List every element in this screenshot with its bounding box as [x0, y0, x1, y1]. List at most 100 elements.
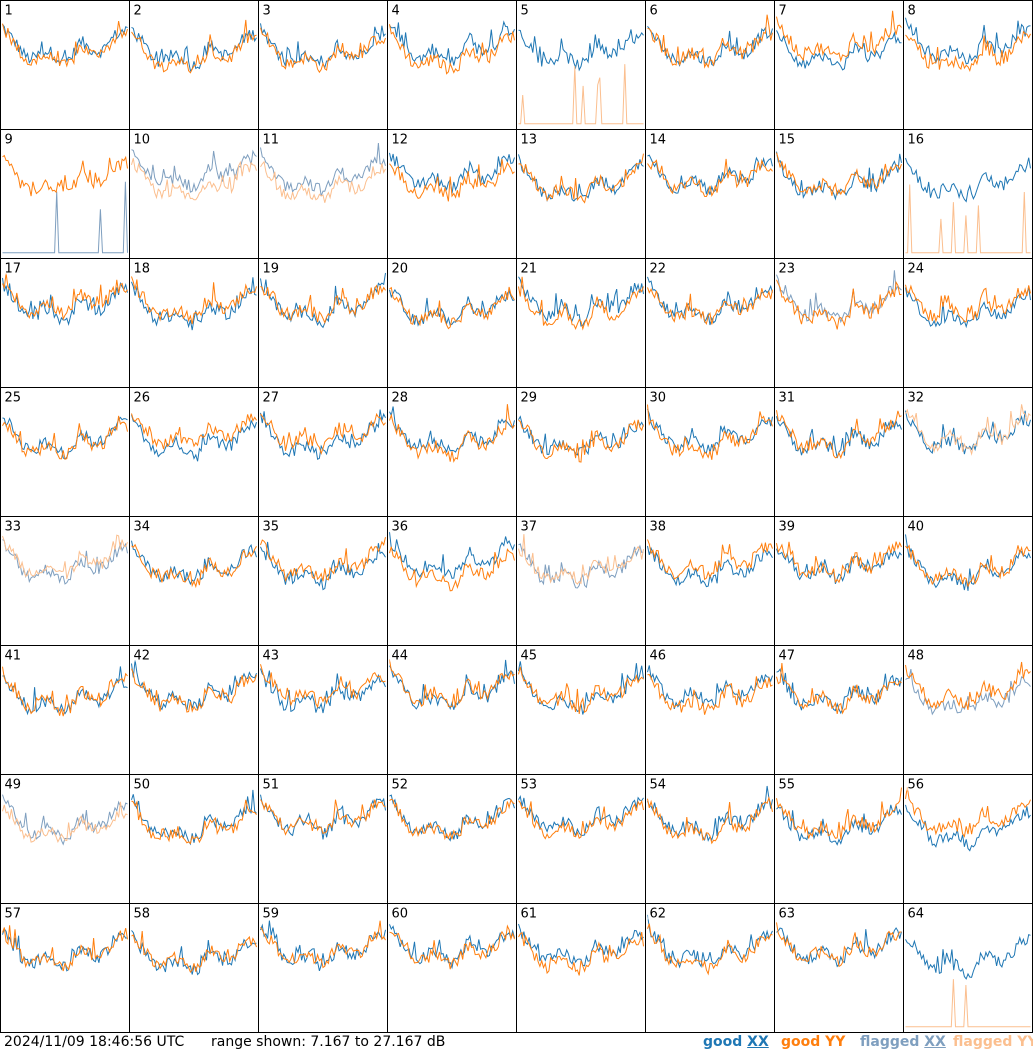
panel-29: 29 [516, 387, 646, 517]
panel-38: 38 [645, 516, 775, 646]
panel-label: 18 [134, 262, 151, 277]
panel-frame [903, 129, 1033, 259]
panel-label: 27 [263, 391, 280, 406]
panel-label-bg [905, 776, 925, 791]
panel-frame [258, 258, 388, 388]
panel-label-bg [131, 131, 151, 146]
panel-label: 40 [908, 520, 925, 535]
panel-label: 33 [5, 520, 22, 535]
panel-frame [903, 645, 1033, 775]
panel-62: 62 [645, 903, 775, 1033]
panel-frame [516, 387, 646, 517]
panel-label: 53 [521, 778, 538, 793]
series-good-yy [389, 404, 515, 463]
series-flagged-yy [131, 158, 257, 201]
series-good-yy [776, 922, 902, 968]
panel-label-bg [260, 647, 280, 662]
panel-frame [903, 0, 1033, 130]
series-good-xx [389, 531, 515, 579]
panel-4: 4 [387, 0, 517, 130]
series-good-yy [2, 925, 128, 972]
panel-label: 28 [392, 391, 409, 406]
panel-frame [129, 0, 259, 130]
panel-51: 51 [258, 774, 388, 904]
panel-label: 35 [263, 520, 280, 535]
series-good-yy [776, 279, 902, 330]
series-good-xx [905, 410, 1031, 455]
panel-frame [0, 258, 130, 388]
panel-label: 26 [134, 391, 151, 406]
series-good-xx [131, 414, 257, 462]
panel-frame [0, 387, 130, 517]
panel-label-bg [518, 131, 538, 146]
series-good-yy [776, 787, 902, 840]
panel-frame [516, 129, 646, 259]
panel-frame [129, 129, 259, 259]
panel-label: 15 [779, 133, 796, 148]
series-good-yy [518, 666, 644, 714]
series-good-yy [260, 412, 386, 455]
panel-12: 12 [387, 129, 517, 259]
panel-label: 2 [134, 4, 142, 19]
panel-frame [903, 516, 1033, 646]
panel-label-bg [260, 776, 280, 791]
panel-label: 7 [779, 4, 787, 19]
series-good-yy [389, 798, 515, 841]
panel-label: 54 [650, 778, 667, 793]
panel-label-bg [776, 389, 796, 404]
panel-9: 9 [0, 129, 130, 259]
series-good-xx [260, 23, 386, 69]
legend-good-xx-pol: XX [747, 1034, 769, 1050]
panel-frame [645, 774, 775, 904]
series-good-xx [776, 804, 902, 846]
panel-label: 49 [5, 778, 22, 793]
series-good-xx [905, 934, 1031, 980]
panel-label-bg [776, 776, 796, 791]
panel-frame [645, 516, 775, 646]
panel-label: 37 [521, 520, 538, 535]
panel-label-bg [518, 776, 538, 791]
timestamp: 2024/11/09 18:46:56 UTC [4, 1034, 185, 1050]
panel-label: 16 [908, 133, 925, 148]
series-good-yy [776, 10, 902, 63]
panel-16: 16 [903, 129, 1033, 259]
panel-label-bg [647, 260, 667, 275]
panel-label: 45 [521, 649, 538, 664]
panel-label-bg [518, 905, 538, 920]
series-good-xx [647, 154, 773, 195]
panel-41: 41 [0, 645, 130, 775]
panel-frame [129, 645, 259, 775]
panel-label: 14 [650, 133, 667, 148]
series-good-yy [518, 799, 644, 840]
series-good-xx [131, 277, 257, 331]
panel-label-bg [776, 2, 788, 17]
panel-label: 11 [263, 133, 280, 148]
panel-label: 5 [521, 4, 529, 19]
panel-53: 53 [516, 774, 646, 904]
series-good-yy [905, 787, 1031, 838]
panel-10: 10 [129, 129, 259, 259]
panel-30: 30 [645, 387, 775, 517]
legend-flagged-xx-pol: XX [924, 1034, 946, 1050]
panel-frame [387, 516, 517, 646]
panel-15: 15 [774, 129, 904, 259]
panel-label-bg [776, 518, 796, 533]
panel-label: 58 [134, 907, 151, 922]
panel-49: 49 [0, 774, 130, 904]
series-good-yy [518, 153, 644, 204]
panel-label: 10 [134, 133, 151, 148]
panel-label-bg [131, 647, 151, 662]
panel-label: 22 [650, 262, 667, 277]
series-good-xx [260, 409, 386, 460]
panel-label-bg [776, 260, 796, 275]
series-good-xx [389, 152, 515, 194]
panel-35: 35 [258, 516, 388, 646]
legend-good-xx: good XX [703, 1034, 769, 1050]
legend-flagged-yy: flagged YY [953, 1034, 1033, 1050]
panel-label-bg [2, 647, 22, 662]
panel-label-bg [131, 518, 151, 533]
panel-label: 51 [263, 778, 280, 793]
panel-3: 3 [258, 0, 388, 130]
panel-label: 34 [134, 520, 151, 535]
